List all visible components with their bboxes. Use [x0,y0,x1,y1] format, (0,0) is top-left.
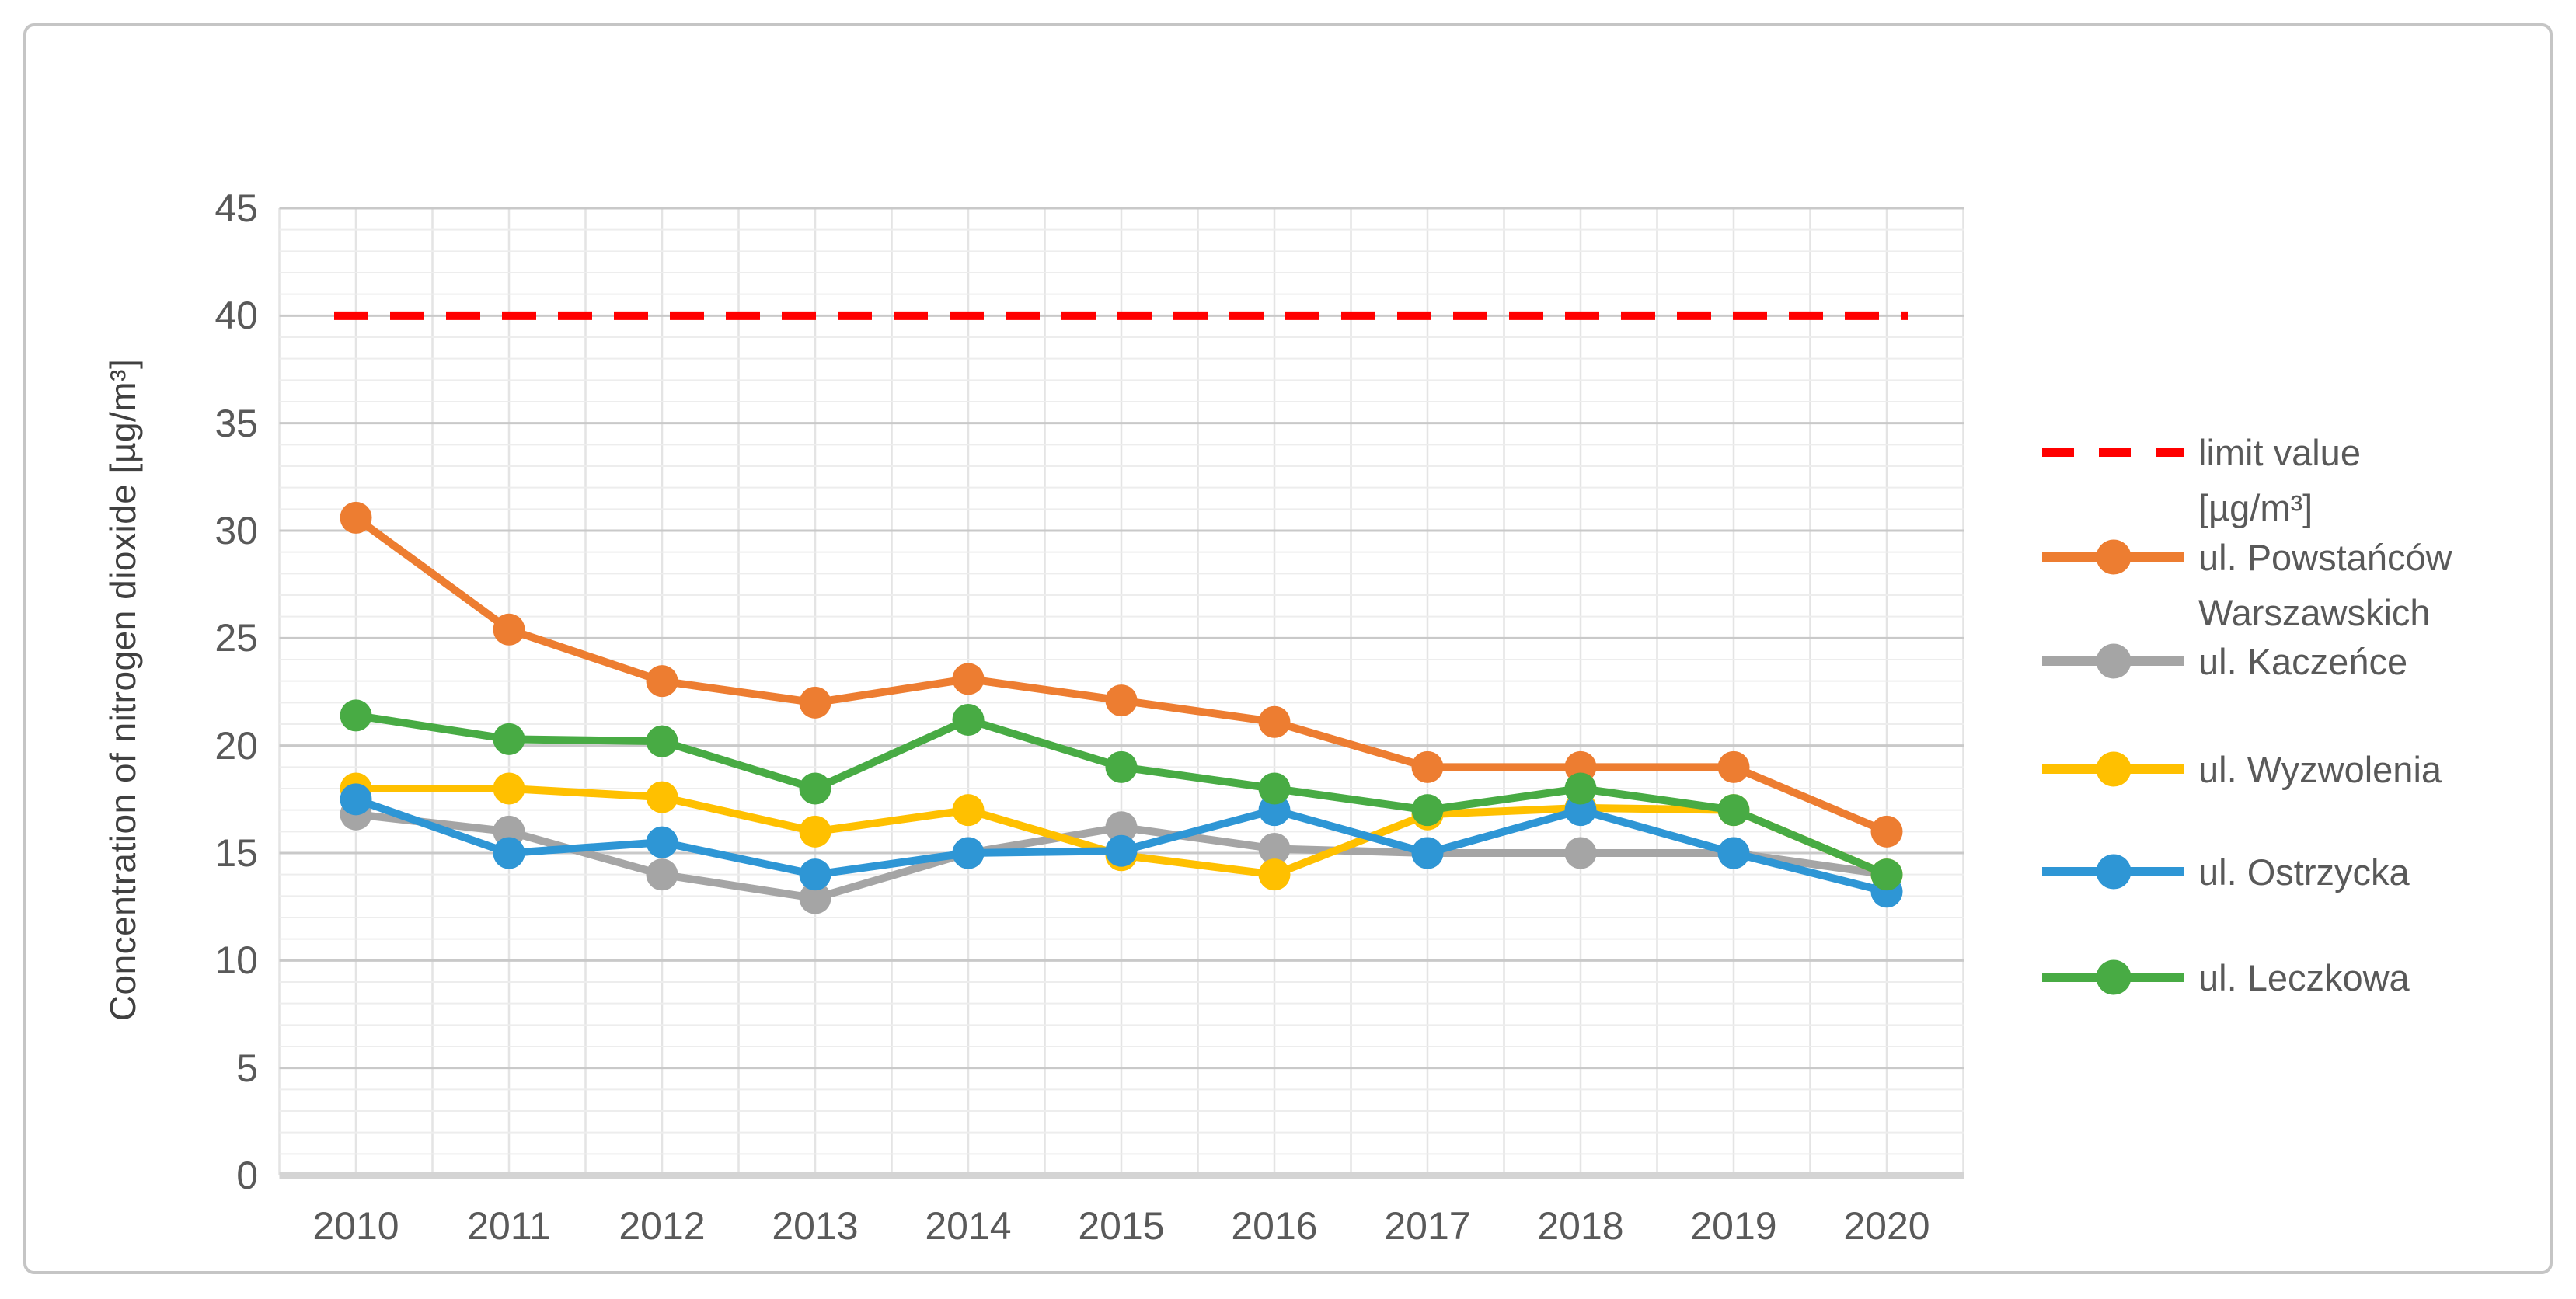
legend-label: ul. Powstańców Warszawskich [2198,530,2452,640]
gray-line-dot-icon [2042,634,2184,688]
data-point [1717,750,1750,783]
x-tick-label: 2020 [1843,1204,1930,1248]
y-tick-label: 10 [214,939,258,983]
data-point [646,858,678,891]
legend-item-limit-value: limit value [µg/m³] [2042,425,2361,535]
y-tick-label: 35 [214,401,258,445]
data-point [1717,794,1750,827]
data-point [340,501,372,534]
data-point [1105,834,1138,867]
data-point [1411,750,1444,783]
legend-item-kaczence: ul. Kaczeńce [2042,634,2407,689]
data-point [799,772,831,805]
data-point [1564,772,1597,805]
legend-label: limit value [µg/m³] [2198,425,2361,535]
data-point [799,858,831,891]
data-point [799,686,831,719]
data-point [952,703,985,736]
x-tick-label: 2016 [1231,1204,1318,1248]
legend-label-line2: Warszawskich [2198,592,2431,633]
data-point [1258,832,1291,865]
y-tick-label: 25 [214,616,258,660]
data-point [646,725,678,757]
y-tick-label: 30 [214,509,258,552]
data-point [646,826,678,858]
data-point [493,772,525,805]
series-ul-powsta-c-w-warszawskich [340,501,1903,848]
data-point [1258,858,1291,891]
y-tick-label: 40 [214,294,258,338]
data-point [952,663,985,695]
legend-label: ul. Wyzwolenia [2198,749,2442,790]
legend-label: ul. Ostrzycka [2198,851,2410,893]
data-point [1870,815,1903,848]
legend-label: ul. Kaczeńce [2198,641,2408,682]
x-tick-label: 2013 [772,1204,859,1248]
x-tick-label: 2018 [1537,1204,1624,1248]
y-tick-label: 20 [214,723,258,768]
data-point [799,882,831,914]
legend-item-wyzwolenia: ul. Wyzwolenia [2042,742,2442,797]
legend-item-leczkowa: ul. Leczkowa [2042,950,2410,1005]
figure-border [23,23,2553,1274]
x-tick-label: 2019 [1690,1204,1777,1248]
y-tick-label: 15 [214,831,258,875]
limit-value-dashed-line-icon [2042,425,2184,479]
data-point [340,783,372,816]
data-point [1411,837,1444,869]
series-ul-leczkowa [340,699,1903,891]
series-ul-ostrzycka [340,783,1903,908]
y-tick-label: 45 [214,186,258,230]
y-axis-title: Concentration of nitrogen dioxide [µg/m³… [103,358,143,1022]
yellow-line-dot-icon [2042,742,2184,796]
data-point [646,665,678,698]
data-point [952,794,985,827]
data-point [1258,772,1291,805]
data-point [493,837,525,869]
orange-line-dot-icon [2042,530,2184,584]
x-tick-label: 2011 [467,1204,551,1248]
data-point [1105,684,1138,717]
data-point [1870,858,1903,891]
green-line-dot-icon [2042,950,2184,1005]
x-tick-label: 2015 [1078,1204,1165,1248]
data-point [1411,794,1444,827]
legend-label-line1: ul. Powstańców [2198,537,2452,578]
data-point [646,781,678,813]
x-tick-label: 2012 [619,1204,706,1248]
data-point [1717,837,1750,869]
legend-label: ul. Leczkowa [2198,957,2410,998]
data-point [952,837,985,869]
x-tick-label: 2010 [312,1204,399,1248]
data-point [1564,837,1597,869]
x-tick-label: 2014 [925,1204,1012,1248]
data-point [340,699,372,732]
data-point [493,723,525,755]
legend-item-ostrzycka: ul. Ostrzycka [2042,845,2410,900]
data-point [1258,705,1291,738]
y-tick-label: 0 [236,1154,258,1197]
legend-label-line1: limit value [2198,432,2361,473]
data-point [1105,811,1138,844]
x-tick-label: 2017 [1384,1204,1471,1248]
y-tick-label: 5 [236,1046,258,1090]
legend-item-powstancow: ul. Powstańców Warszawskich [2042,530,2452,640]
data-point [1105,750,1138,783]
data-point [799,815,831,848]
data-point [493,613,525,646]
blue-line-dot-icon [2042,845,2184,899]
legend-label-line2: [µg/m³] [2198,487,2313,528]
